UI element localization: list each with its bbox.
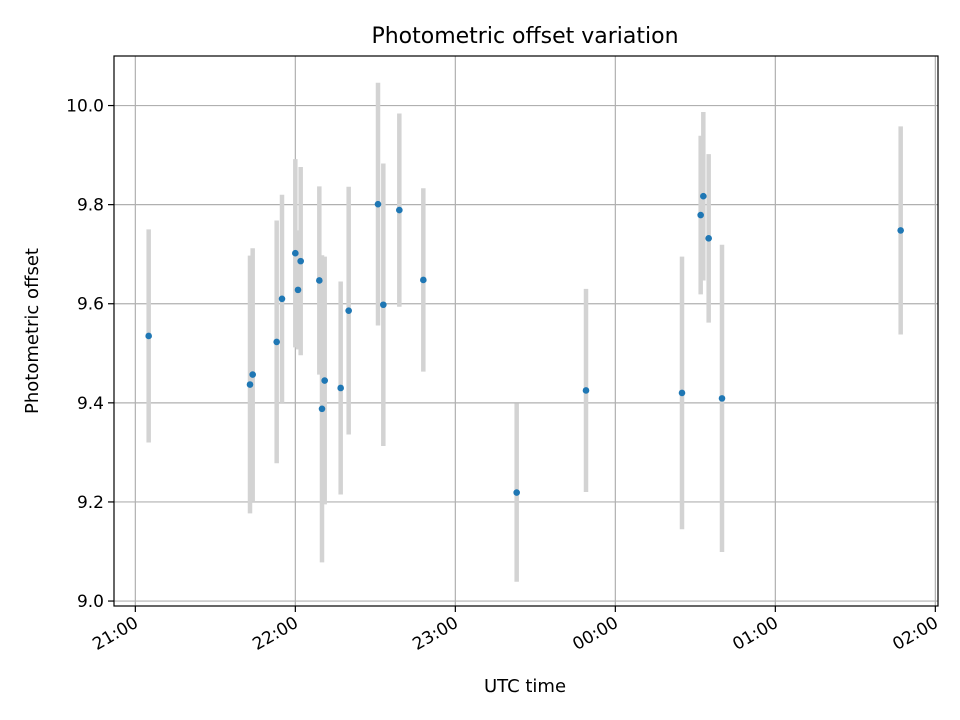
data-point [292,249,299,257]
y-axis-ticks: 9.0 9.2 9.4 9.6 9.8 10.0 [66,97,114,612]
data-point [513,489,520,496]
data-point [705,235,712,242]
y-tick-label: 9.4 [77,394,104,414]
data-point [345,307,352,314]
data-point [294,286,302,294]
data-point [318,405,326,413]
data-point [582,387,590,394]
data-point [380,301,387,309]
y-tick-label: 9.0 [77,592,104,612]
data-point [897,227,904,234]
data-point [297,257,304,265]
data-point [278,295,286,303]
x-axis-label: UTC time [484,676,566,697]
data-point [697,211,704,219]
data-point [316,277,323,284]
data-point [718,395,726,402]
plot-frame [113,55,939,607]
data-point [145,332,152,340]
data-point [337,384,344,392]
y-tick-label: 9.6 [77,295,104,315]
data-point [249,371,256,378]
chart-title: Photometric offset variation [371,24,678,49]
data-point [246,381,254,388]
data-point [700,192,707,200]
y-axis-label: Photometric offset [22,248,43,414]
data-point [321,377,328,384]
data-point [273,338,280,346]
grid [114,56,938,606]
data-point [396,206,403,214]
y-tick-label: 10.0 [66,97,104,117]
data-point [678,389,686,397]
y-tick-label: 9.2 [77,493,104,513]
data-point [374,200,382,208]
y-tick-label: 9.8 [77,196,104,216]
data-points [145,192,904,496]
data-point [420,276,427,284]
